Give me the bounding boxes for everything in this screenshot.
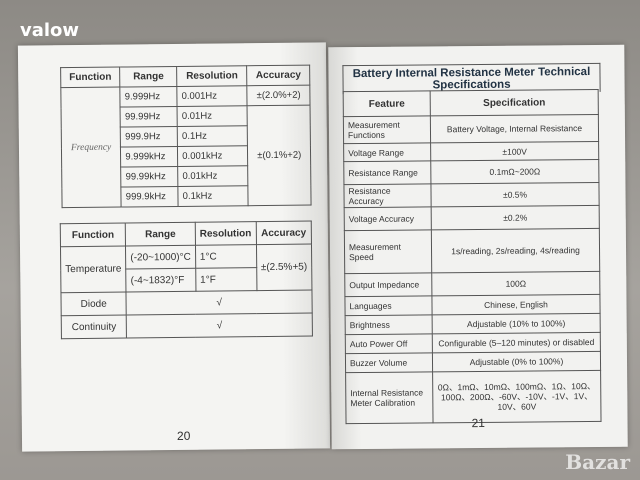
spec-cell: 100Ω bbox=[431, 271, 600, 296]
header-accuracy: Accuracy bbox=[255, 221, 312, 245]
table-row: Frequency 9.999Hz 0.001Hz ±(2.0%+2) bbox=[60, 85, 311, 208]
feature-cell: Buzzer Volume bbox=[345, 352, 433, 373]
continuity-value: √ bbox=[126, 313, 313, 339]
header-resolution: Resolution bbox=[195, 221, 257, 246]
feature-cell: Auto Power Off bbox=[345, 333, 433, 354]
spec-cell: Configurable (5–120 minutes) or disabled bbox=[432, 332, 601, 353]
header-range: Range bbox=[125, 222, 196, 247]
feature-cell: Measurement Speed bbox=[344, 229, 432, 274]
table-row: Measurement Functions Battery Voltage, In… bbox=[343, 114, 599, 144]
spec-cell: 0.1mΩ~200Ω bbox=[430, 159, 599, 184]
watermark: valow bbox=[20, 20, 80, 41]
right-page: Battery Internal Resistance Meter Techni… bbox=[328, 44, 628, 450]
feature-cell: Voltage Range bbox=[343, 142, 431, 162]
feature-cell: Voltage Accuracy bbox=[344, 206, 432, 231]
page-number: 20 bbox=[176, 428, 191, 443]
resolution-cell: 0.1Hz bbox=[177, 125, 248, 147]
range-cell: 9.999kHz bbox=[120, 146, 178, 168]
feature-cell: Brightness bbox=[345, 314, 433, 335]
feature-cell: Languages bbox=[344, 295, 433, 316]
accuracy-cell: ±(0.1%+2) bbox=[247, 105, 312, 206]
function-label: Frequency bbox=[60, 87, 122, 208]
temperature-table: Function Range Resolution Accuracy Temperat… bbox=[60, 221, 313, 340]
header-function: Function bbox=[60, 223, 126, 247]
feature-cell: Internal Resistance Meter Calibration bbox=[345, 371, 434, 424]
table-row: Voltage Accuracy ±0.2% bbox=[344, 205, 600, 231]
resolution-cell: 0.01kHz bbox=[177, 165, 249, 187]
feature-cell: Measurement Functions bbox=[343, 115, 431, 144]
spec-cell: 1s/reading, 2s/reading, 4s/reading bbox=[431, 228, 600, 273]
spec-cell: Battery Voltage, Internal Resistance bbox=[430, 114, 599, 143]
table-row: Measurement Speed 1s/reading, 2s/reading,… bbox=[344, 228, 600, 274]
header-resolution: Resolution bbox=[176, 65, 248, 87]
header-range: Range bbox=[119, 66, 178, 88]
temperature-label: Temperature bbox=[60, 246, 127, 293]
table-row: Auto Power Off Configurable (5–120 minute… bbox=[345, 332, 601, 354]
spec-cell: 0Ω、1mΩ、10mΩ、100mΩ、1Ω、10Ω、100Ω、200Ω、-60V、… bbox=[432, 370, 602, 423]
spec-cell: Adjustable (10% to 100%) bbox=[432, 313, 601, 334]
resolution-cell: 0.001Hz bbox=[177, 85, 248, 107]
range-cell: 999.9kHz bbox=[121, 186, 179, 208]
range-cell: (-20~1000)°C bbox=[125, 245, 196, 270]
resolution-cell: 0.001kHz bbox=[177, 145, 249, 167]
accuracy-cell: ±(2.5%+5) bbox=[256, 244, 312, 291]
frequency-table: Function Range Resolution Accuracy Frequenc… bbox=[60, 65, 312, 209]
feature-cell: Output Impedance bbox=[344, 272, 432, 297]
spec-table: Feature Specification Measurement Functio… bbox=[343, 89, 602, 424]
range-cell: 99.99kHz bbox=[120, 166, 179, 188]
resolution-cell: 0.01Hz bbox=[177, 105, 248, 127]
header-feature: Feature bbox=[343, 90, 431, 117]
header-function: Function bbox=[60, 67, 121, 88]
resolution-cell: 1°F bbox=[195, 267, 257, 292]
spec-cell: Chinese, English bbox=[431, 294, 601, 315]
table-row: Output Impedance 100Ω bbox=[344, 271, 600, 297]
header-accuracy: Accuracy bbox=[247, 65, 310, 86]
range-cell: (-4~1832)°F bbox=[125, 268, 196, 293]
diode-label: Diode bbox=[60, 292, 127, 316]
table-row: Languages Chinese, English bbox=[344, 294, 601, 316]
range-cell: 999.9Hz bbox=[120, 126, 178, 148]
diode-value: √ bbox=[126, 290, 313, 316]
spec-cell: ±100V bbox=[430, 141, 599, 161]
spec-cell: Adjustable (0% to 100%) bbox=[432, 351, 601, 372]
table-row: Resistance Range 0.1mΩ~200Ω bbox=[343, 159, 599, 185]
feature-cell: Resistance Accuracy bbox=[343, 183, 432, 208]
table-row: Buzzer Volume Adjustable (0% to 100%) bbox=[345, 351, 601, 373]
range-cell: 9.999Hz bbox=[120, 86, 178, 108]
accuracy-cell: ±(2.0%+2) bbox=[247, 85, 311, 106]
resolution-cell: 0.1kHz bbox=[178, 185, 249, 207]
spec-cell: ±0.2% bbox=[431, 205, 600, 230]
table-row: Voltage Range ±100V bbox=[343, 141, 599, 162]
left-page: Function Range Resolution Accuracy Frequenc… bbox=[17, 42, 331, 452]
feature-cell: Resistance Range bbox=[343, 160, 431, 185]
continuity-label: Continuity bbox=[61, 315, 127, 339]
table-row: Brightness Adjustable (10% to 100%) bbox=[345, 313, 601, 335]
header-specification: Specification bbox=[430, 89, 599, 116]
page-number: 21 bbox=[471, 415, 485, 431]
spec-cell: ±0.5% bbox=[430, 182, 600, 207]
range-cell: 99.99Hz bbox=[120, 106, 178, 128]
watermark-logo: Bazar bbox=[565, 450, 630, 474]
resolution-cell: 1°C bbox=[195, 244, 257, 269]
table-row: Resistance Accuracy ±0.5% bbox=[343, 182, 600, 208]
